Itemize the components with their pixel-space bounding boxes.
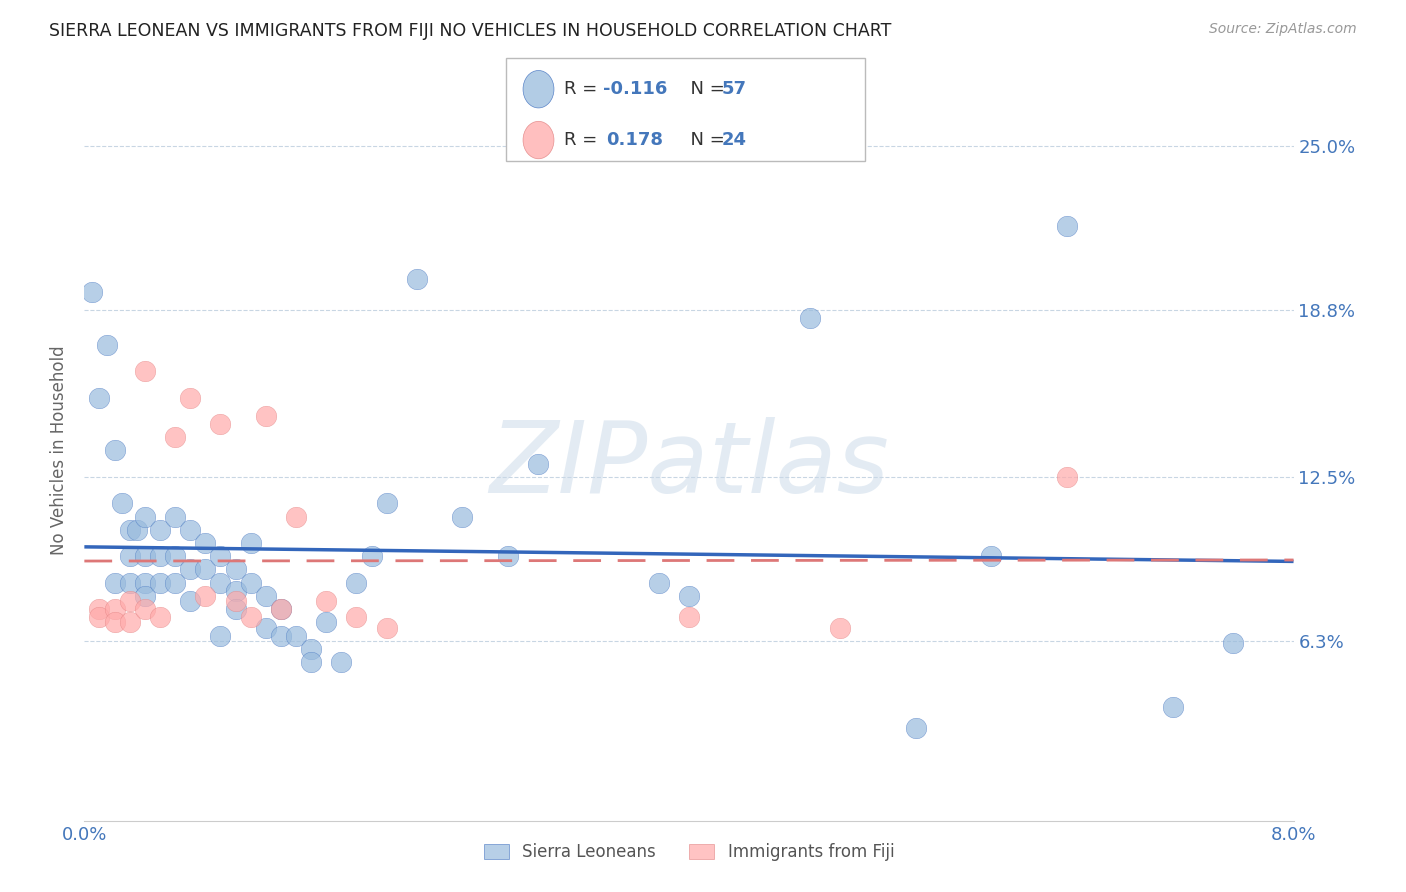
Point [315,615,337,630]
Point [194,536,217,550]
Point [330,655,353,669]
Point [239,610,262,624]
Point [96,337,118,351]
Text: N =: N = [679,131,731,149]
Point [678,610,700,624]
Point [315,594,337,608]
Point [104,615,127,630]
Point [799,311,821,326]
Point [239,575,262,590]
Point [134,509,156,524]
Point [375,621,398,635]
Point [134,575,156,590]
Point [451,509,474,524]
Point [209,575,232,590]
Point [678,589,700,603]
Point [111,496,134,510]
Point [104,575,127,590]
Point [225,602,247,616]
Point [134,549,156,564]
Point [648,575,671,590]
Point [149,523,172,537]
Point [1056,470,1078,484]
Point [104,602,127,616]
Point [179,594,201,608]
Point [118,549,141,564]
Y-axis label: No Vehicles in Household: No Vehicles in Household [51,345,69,556]
Point [254,409,277,423]
Point [1161,700,1184,714]
Point [1222,636,1244,650]
Point [118,575,141,590]
Text: R =: R = [564,131,609,149]
Point [165,509,187,524]
Point [254,621,277,635]
Point [134,364,156,378]
Text: SIERRA LEONEAN VS IMMIGRANTS FROM FIJI NO VEHICLES IN HOUSEHOLD CORRELATION CHAR: SIERRA LEONEAN VS IMMIGRANTS FROM FIJI N… [49,22,891,40]
Text: R =: R = [564,80,603,98]
Point [299,641,322,656]
Point [225,562,247,576]
Point [254,589,277,603]
Point [346,575,368,590]
Point [406,271,429,285]
Text: ZIPatlas: ZIPatlas [489,417,889,514]
Point [239,536,262,550]
Point [980,549,1002,564]
Point [80,285,103,299]
Point [165,575,187,590]
Point [830,621,852,635]
Point [360,549,382,564]
Point [904,721,927,735]
Point [1056,219,1078,233]
Point [285,629,308,643]
Legend: Sierra Leoneans, Immigrants from Fiji: Sierra Leoneans, Immigrants from Fiji [477,837,901,868]
Point [270,602,292,616]
Point [527,457,550,471]
Point [118,615,141,630]
Point [179,391,201,405]
Text: 24: 24 [721,131,747,149]
Point [209,417,232,431]
Point [496,549,519,564]
Text: N =: N = [679,80,731,98]
Text: 57: 57 [721,80,747,98]
Point [225,583,247,598]
Point [134,602,156,616]
Point [270,629,292,643]
Point [285,509,308,524]
Point [346,610,368,624]
Text: -0.116: -0.116 [603,80,668,98]
Point [194,589,217,603]
Point [104,443,127,458]
Point [165,549,187,564]
Text: 0.178: 0.178 [606,131,664,149]
Point [149,610,172,624]
Point [179,523,201,537]
Point [375,496,398,510]
Point [209,549,232,564]
Point [299,655,322,669]
Point [118,594,141,608]
Point [179,562,201,576]
Point [225,594,247,608]
Text: Source: ZipAtlas.com: Source: ZipAtlas.com [1209,22,1357,37]
Point [118,523,141,537]
Point [89,602,111,616]
Point [134,589,156,603]
Point [270,602,292,616]
Point [149,575,172,590]
Point [89,391,111,405]
Point [149,549,172,564]
Point [89,610,111,624]
Point [209,629,232,643]
Point [127,523,149,537]
Point [165,430,187,444]
Point [194,562,217,576]
